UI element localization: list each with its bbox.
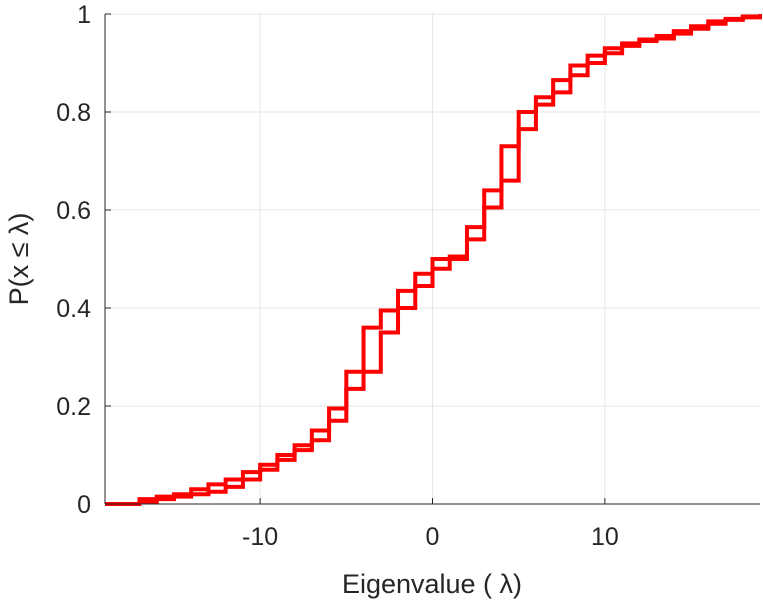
y-tick-label: 0.4 [56,295,91,323]
x-tick-label: 10 [591,523,619,551]
y-axis-title: P(x ≤ λ) [4,213,34,306]
series-group [105,14,762,506]
y-tick-label: 0 [77,491,91,519]
y-tick-label: 0.2 [56,393,91,421]
y-tick-label: 1 [77,1,91,29]
x-tick-label: -10 [242,523,278,551]
y-tick-label: 0.6 [56,197,91,225]
x-tick-label: 0 [426,523,440,551]
y-tick-label: 0.8 [56,99,91,127]
ticks: -10 0 10 0 0.2 0.4 0.6 0.8 1 [56,1,619,551]
cdf-step-series-2 [105,14,762,506]
x-axis-title: Eigenvalue ( λ) [342,569,522,599]
